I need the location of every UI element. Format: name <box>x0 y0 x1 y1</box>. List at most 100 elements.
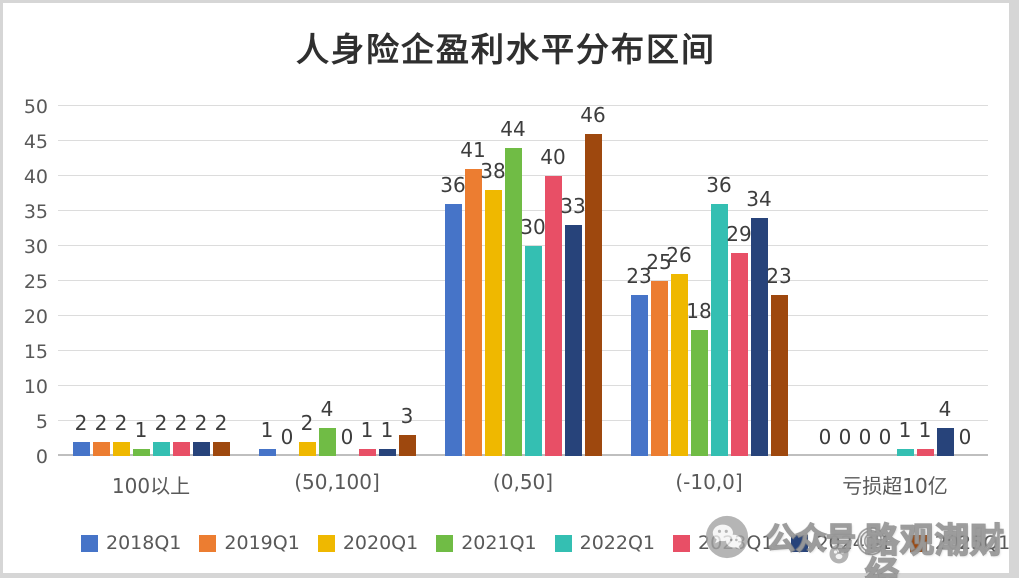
bar-value-label: 2 <box>300 411 314 435</box>
gridline <box>58 175 988 176</box>
gridline <box>58 280 988 281</box>
bar-value-label: 0 <box>818 425 832 449</box>
legend-label: 2020Q1 <box>342 532 419 554</box>
bar-value-label: 1 <box>134 418 148 442</box>
bar-2018q1-cat1 <box>258 449 276 456</box>
legend-item-2021q1: 2021Q1 <box>436 532 537 554</box>
legend-item-2018q1: 2018Q1 <box>81 532 181 554</box>
bar-value-label: 1 <box>380 418 394 442</box>
bar-value-label: 2 <box>154 411 168 435</box>
bar-2024q1-cat0 <box>192 442 210 456</box>
chart-title: 人身险企盈利水平分布区间 <box>296 30 716 69</box>
y-axis-tick-label: 5 <box>35 410 48 433</box>
bar-2025q1-cat2 <box>584 134 602 456</box>
y-axis-tick-label: 35 <box>23 200 48 223</box>
bar-value-label: 18 <box>686 299 712 323</box>
legend-label: 2018Q1 <box>106 532 182 554</box>
x-axis-category-label: (0,50] <box>492 470 554 494</box>
y-axis-tick-label: 50 <box>23 95 48 118</box>
bar-value-label: 23 <box>626 264 652 288</box>
bar-2021q1-cat0 <box>132 449 150 456</box>
bar-value-label: 0 <box>958 425 972 449</box>
y-axis-tick-label: 40 <box>23 165 48 188</box>
bar-2024q1-cat4 <box>936 428 954 456</box>
bar-2025q1-cat0 <box>212 442 230 456</box>
bar-2023q1-cat3 <box>730 253 748 456</box>
bar-2023q1-cat0 <box>172 442 190 456</box>
legend-label: 2025Q1 <box>934 532 1011 554</box>
legend-swatch <box>436 534 454 552</box>
bar-2025q1-cat1 <box>398 435 416 456</box>
bar-value-label: 38 <box>480 159 506 183</box>
bar-value-label: 41 <box>460 138 486 162</box>
bar-2020q1-cat3 <box>670 274 688 456</box>
legend-label: 2019Q1 <box>224 532 300 554</box>
bar-2019q1-cat2 <box>464 169 482 456</box>
bar-value-label: 0 <box>858 425 872 449</box>
bar-2023q1-cat1 <box>358 449 376 456</box>
gridline <box>58 315 988 316</box>
legend-item-2019q1: 2019Q1 <box>199 532 300 554</box>
bar-value-label: 34 <box>746 187 772 211</box>
bar-value-label: 0 <box>340 425 354 449</box>
x-axis-category-label: (-10,0] <box>675 470 743 494</box>
bar-2021q1-cat1 <box>318 428 336 456</box>
x-axis-category-label: (50,100] <box>294 470 380 494</box>
legend-label: 2024Q1 <box>816 532 892 554</box>
gridline <box>58 210 988 211</box>
legend-swatch <box>199 534 217 552</box>
gridline <box>58 245 988 246</box>
bar-2022q1-cat4 <box>896 449 914 456</box>
bar-2018q1-cat3 <box>630 295 648 456</box>
bar-2021q1-cat3 <box>690 330 708 456</box>
bar-2025q1-cat3 <box>770 295 788 456</box>
bar-value-label: 1 <box>360 418 374 442</box>
bar-2024q1-cat3 <box>750 218 768 456</box>
gridline <box>58 420 988 421</box>
y-axis-tick-label: 10 <box>23 375 48 398</box>
legend-swatch <box>554 534 572 552</box>
bar-2020q1-cat1 <box>298 442 316 456</box>
bar-value-label: 3 <box>400 404 414 428</box>
legend-swatch <box>673 534 691 552</box>
gridline <box>58 140 988 141</box>
bar-value-label: 2 <box>74 411 88 435</box>
legend-item-2024q1: 2024Q1 <box>791 532 892 554</box>
bar-value-label: 2 <box>94 411 108 435</box>
y-axis-tick-label: 25 <box>23 270 48 293</box>
bar-value-label: 2 <box>114 411 128 435</box>
legend-item-2025q1: 2025Q1 <box>909 532 1011 554</box>
bar-value-label: 33 <box>560 194 586 218</box>
y-axis-tick-label: 20 <box>23 305 48 328</box>
gridline <box>58 105 988 106</box>
legend-swatch <box>317 534 335 552</box>
bar-value-label: 1 <box>898 418 912 442</box>
legend-label: 2023Q1 <box>698 532 774 554</box>
bar-value-label: 2 <box>174 411 188 435</box>
gridline <box>58 385 988 386</box>
bar-value-label: 25 <box>646 250 672 274</box>
bar-2018q1-cat0 <box>72 442 90 456</box>
bar-value-label: 4 <box>320 397 334 421</box>
bar-2022q1-cat2 <box>524 246 542 456</box>
bar-value-label: 2 <box>214 411 228 435</box>
plot-area: 0 5 10 15 20 25 30 35 40 45 50 100以上 2 2 2 1 2 2 2 2 (50,100… <box>24 96 988 498</box>
bar-2018q1-cat2 <box>444 204 462 456</box>
bar-2021q1-cat2 <box>504 148 522 456</box>
y-axis-tick-label: 0 <box>35 445 48 468</box>
bar-2019q1-cat3 <box>650 281 668 456</box>
bar-2024q1-cat2 <box>564 225 582 456</box>
bar-value-label: 0 <box>878 425 892 449</box>
bar-value-label: 36 <box>706 173 732 197</box>
legend-label: 2021Q1 <box>461 532 537 554</box>
x-axis-category-label: 亏损超10亿 <box>842 474 948 498</box>
y-axis-tick-label: 45 <box>23 130 48 153</box>
legend-item-2022q1: 2022Q1 <box>554 532 655 554</box>
bar-value-label: 29 <box>726 222 752 246</box>
bar-2019q1-cat0 <box>92 442 110 456</box>
bar-2022q1-cat0 <box>152 442 170 456</box>
bar-2020q1-cat2 <box>484 190 502 456</box>
legend-swatch <box>81 534 98 552</box>
bar-value-label: 46 <box>580 103 606 127</box>
legend-item-2020q1: 2020Q1 <box>317 532 419 554</box>
